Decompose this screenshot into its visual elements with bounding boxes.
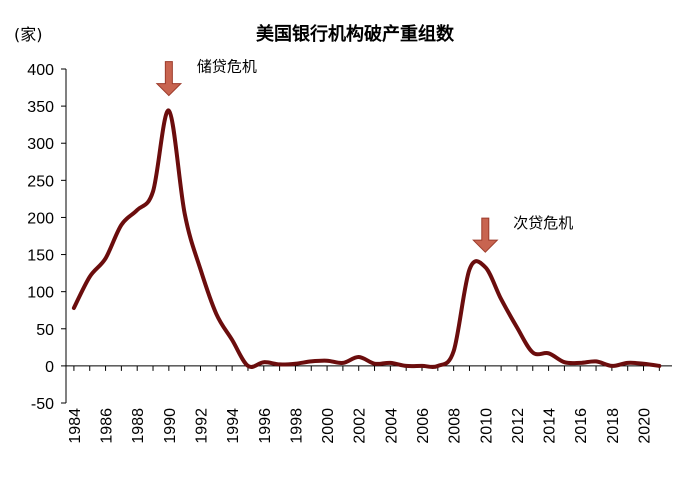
x-tick-label: 2020 <box>637 408 654 444</box>
annotation-label: 储贷危机 <box>197 58 257 76</box>
x-tick-label: 2010 <box>478 408 495 444</box>
plot-area: -50 0 50 100 150 200 250 300 350 400 1984 1986 1988 1… <box>27 58 672 444</box>
y-tick-label: -50 <box>31 396 54 413</box>
y-tick-label: 300 <box>27 136 54 153</box>
x-tick-label: 1992 <box>193 408 210 444</box>
x-tick-label: 1986 <box>99 408 116 444</box>
annotation-label: 次贷危机 <box>513 214 573 232</box>
y-tick-label: 250 <box>27 173 54 190</box>
series-line <box>71 108 662 369</box>
x-tick-label: 1990 <box>162 408 179 444</box>
x-tick-label: 1984 <box>67 408 84 444</box>
x-tick-label: 2006 <box>415 408 432 444</box>
down-arrow-icon <box>155 61 183 97</box>
down-arrow-icon <box>472 217 499 253</box>
x-tick-label: 2002 <box>352 408 369 444</box>
y-tick-label: 100 <box>27 285 54 302</box>
x-tick-label: 2014 <box>542 408 559 444</box>
x-tick-label: 2016 <box>573 408 590 444</box>
y-tick-label: 50 <box>36 322 54 339</box>
x-tick-label: 2018 <box>605 408 622 444</box>
x-tick-label: 1994 <box>225 408 242 444</box>
y-tick-label: 0 <box>45 359 54 376</box>
x-tick-label: 2012 <box>510 408 527 444</box>
x-tick-label: 2000 <box>320 408 337 444</box>
y-tick-label: 400 <box>27 62 54 79</box>
y-tick-label: 350 <box>27 99 54 116</box>
y-tick-label: 200 <box>27 210 54 227</box>
x-tick-label: 1996 <box>257 408 274 444</box>
x-tick-label: 2004 <box>383 408 400 444</box>
x-tick-label: 1998 <box>288 408 305 444</box>
x-tick-label: 2008 <box>447 408 464 444</box>
x-tick-label: 1988 <box>130 408 147 444</box>
y-axis-unit-label: (家) <box>14 25 43 44</box>
y-tick-label: 150 <box>27 248 54 265</box>
chart-title: 美国银行机构破产重组数 <box>256 23 455 45</box>
